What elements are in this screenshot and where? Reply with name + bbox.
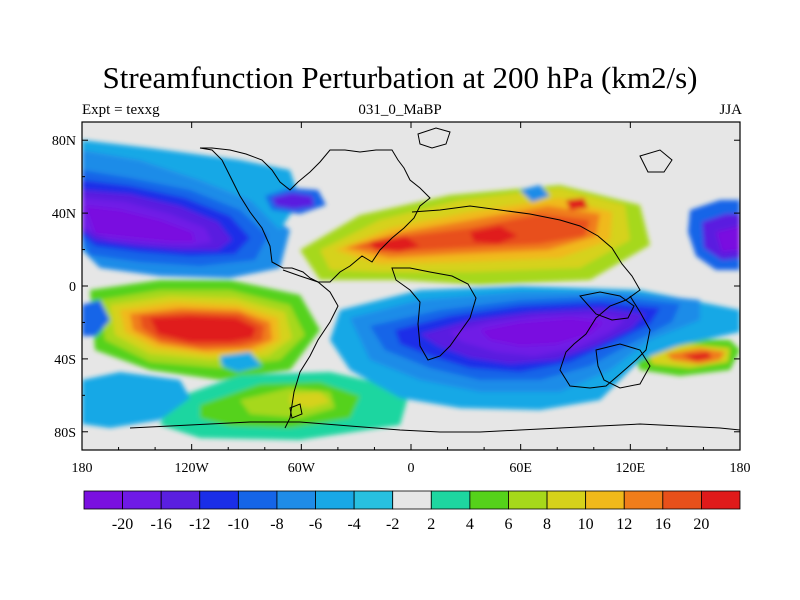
experiment-label: Expt = texxg — [82, 102, 160, 118]
x-tick-label: 60W — [288, 461, 316, 476]
colorbar-swatch — [508, 490, 548, 510]
colorbar-swatch — [662, 490, 702, 510]
colorbar-label: -10 — [228, 516, 249, 533]
colorbar-label: 8 — [543, 516, 551, 533]
colorbar-swatch — [701, 490, 741, 510]
colorbar-swatch — [469, 490, 509, 510]
colorbar-label: 16 — [655, 516, 671, 533]
colorbar-label: 20 — [693, 516, 709, 533]
colorbar-label: -16 — [151, 516, 172, 533]
y-tick-label: 0 — [69, 280, 76, 295]
x-tick-label: 120W — [175, 461, 210, 476]
colorbar-label: -20 — [112, 516, 133, 533]
colorbar-swatch — [430, 490, 471, 510]
colorbar-label: 12 — [616, 516, 632, 533]
case-label: 031_0_MaBP — [358, 102, 442, 118]
x-tick-label: 180 — [72, 461, 93, 476]
colorbar-swatch — [353, 490, 394, 510]
colorbar-label: 2 — [427, 516, 435, 533]
x-tick-label: 0 — [408, 461, 415, 476]
colorbar-swatch — [392, 490, 432, 510]
colorbar-label: 10 — [578, 516, 594, 533]
colorbar-label: 4 — [466, 516, 474, 533]
y-tick-label: 80S — [54, 426, 76, 441]
x-tick-label: 60E — [509, 461, 532, 476]
colorbar-label: -6 — [309, 516, 322, 533]
colorbar-swatch — [585, 490, 625, 510]
colorbar-swatch — [83, 490, 123, 510]
x-tick-label: 120E — [616, 461, 646, 476]
colorbar-label: -12 — [189, 516, 210, 533]
coastline — [129, 127, 740, 433]
y-axis: 80N 40N 0 40S 80S — [52, 134, 740, 441]
colorbar-swatch — [237, 490, 278, 510]
x-tick-label: 180 — [730, 461, 751, 476]
colorbar-label: -4 — [347, 516, 360, 533]
x-axis: 180 120W 60W 0 60E 120E 180 — [72, 122, 751, 476]
colorbar-label: -8 — [270, 516, 283, 533]
season-label: JJA — [719, 102, 742, 118]
chart-title: Streamfunction Perturbation at 200 hPa (… — [102, 60, 698, 95]
colorbar: -20 -16 -12 -10 -8 -6 -4 -2 2 4 6 8 10 12 16 20 — [83, 490, 741, 533]
colorbar-label: 6 — [504, 516, 512, 533]
colorbar-swatch — [199, 490, 239, 510]
colorbar-swatch — [160, 490, 201, 510]
colorbar-swatch — [623, 490, 664, 510]
colorbar-swatch — [546, 490, 587, 510]
contour-fields — [82, 140, 740, 440]
colorbar-swatch — [276, 490, 316, 510]
y-tick-label: 80N — [52, 134, 76, 149]
colorbar-label: -2 — [386, 516, 399, 533]
colorbar-swatch — [315, 490, 355, 510]
colorbar-swatch — [122, 490, 162, 510]
y-tick-label: 40S — [54, 353, 76, 368]
y-tick-label: 40N — [52, 207, 76, 222]
